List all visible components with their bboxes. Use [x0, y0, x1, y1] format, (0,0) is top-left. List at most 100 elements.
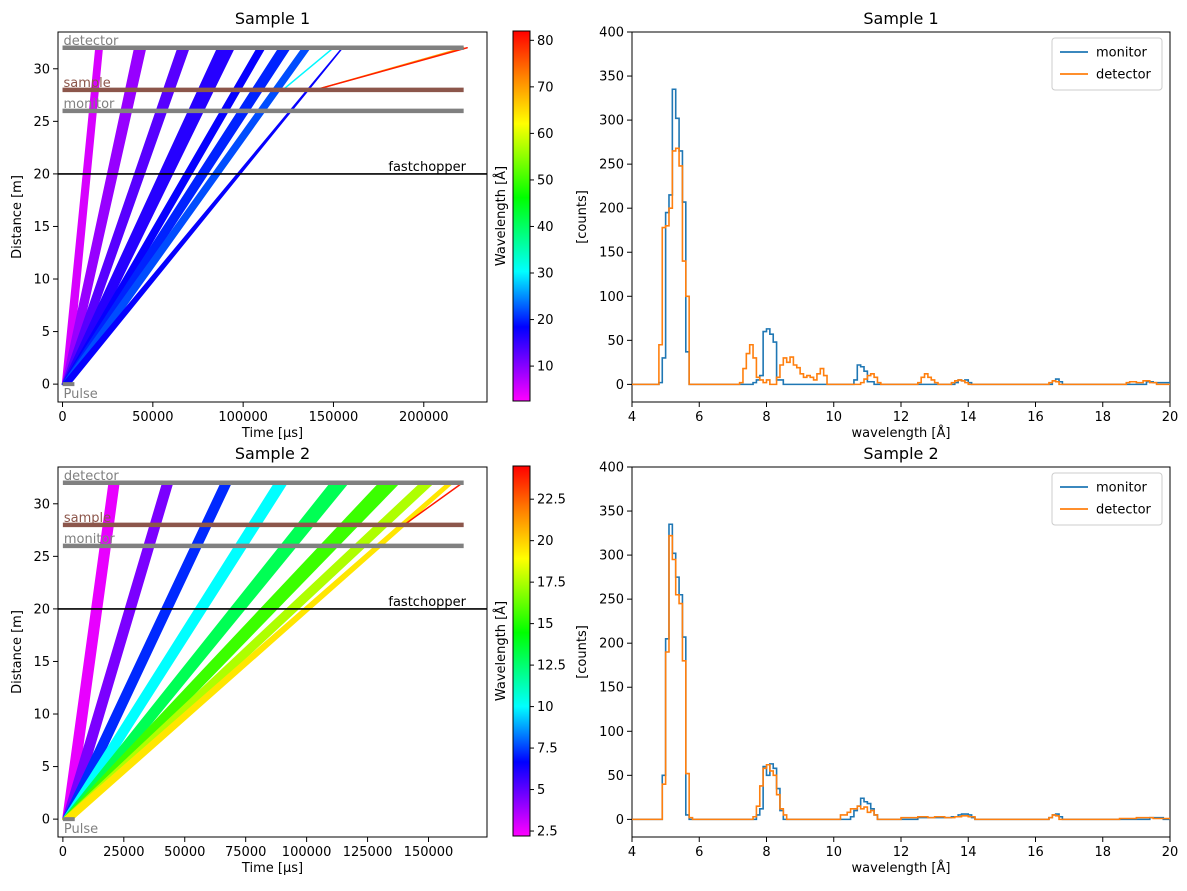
x-tick-label: 0 [58, 410, 66, 425]
y-tick-label: 0 [616, 813, 624, 828]
colorbar-tick-label: 20 [537, 313, 554, 328]
x-tick-label: 4 [628, 410, 636, 425]
x-tick-label: 10 [825, 410, 842, 425]
y-tick-label: 30 [33, 497, 50, 512]
y-axis-label: [counts] [575, 625, 590, 679]
chart-title: Sample 1 [235, 9, 310, 28]
x-tick-label: 6 [695, 845, 703, 860]
plot-area [61, 47, 468, 385]
y-tick-label: 15 [33, 655, 50, 670]
chopper-label: fastchopper [388, 595, 466, 610]
legend-entry: monitor [1096, 481, 1148, 496]
x-tick-label: 12 [893, 410, 910, 425]
y-tick-label: 150 [599, 681, 624, 696]
x-tick-label: 20 [1162, 845, 1179, 860]
y-tick-label: 200 [599, 202, 624, 217]
chart-title: Sample 2 [235, 444, 310, 463]
colorbar-tick-label: 15 [537, 617, 554, 632]
y-tick-label: 30 [33, 62, 50, 77]
legend-entry: detector [1096, 68, 1152, 83]
y-tick-label: 300 [599, 114, 624, 129]
y-tick-label: 100 [599, 290, 624, 305]
y-tick-label: 10 [33, 273, 50, 288]
y-tick-label: 20 [33, 167, 50, 182]
colorbar-tick-label: 80 [537, 34, 554, 49]
colorbar-tick-label: 10 [537, 360, 554, 375]
x-tick-label: 16 [1027, 410, 1044, 425]
legend-box [1051, 472, 1163, 526]
x-axis-label: wavelength [Å] [852, 860, 951, 876]
ray [403, 482, 464, 526]
x-tick-label: 4 [628, 845, 636, 860]
x-tick-label: 100000 [282, 845, 332, 860]
colorbar-tick-label: 17.5 [537, 576, 566, 591]
x-tick-label: 12 [893, 845, 910, 860]
colorbar-tick-label: 40 [537, 220, 554, 235]
x-tick-label: 0 [59, 845, 67, 860]
axes-frame [57, 466, 488, 838]
legend-entry: monitor [1096, 46, 1148, 61]
x-tick-label: 14 [960, 845, 977, 860]
x-tick-label: 8 [762, 845, 770, 860]
colorbar-tick-label: 22.5 [537, 493, 566, 508]
y-tick-label: 20 [33, 602, 50, 617]
y-tick-label: 50 [607, 334, 624, 349]
x-tick-label: 18 [1094, 410, 1111, 425]
legend: monitor detector [1051, 472, 1163, 526]
series-line [632, 523, 1170, 821]
chart-title: Sample 2 [863, 444, 938, 463]
y-axis-label: [counts] [575, 190, 590, 244]
series-line [632, 534, 1170, 821]
y-tick-label: 350 [599, 70, 624, 85]
colorbar-tick-label: 30 [537, 267, 554, 282]
x-tick-label: 20 [1162, 410, 1179, 425]
colorbar-label: Wavelength [Å] [493, 601, 509, 701]
colorbar-tick-label: 50 [537, 173, 554, 188]
y-tick-label: 5 [42, 325, 50, 340]
series-line [632, 88, 1170, 386]
y-tick-label: 100 [599, 725, 624, 740]
y-axis-label: Distance [m] [10, 610, 25, 694]
chart-title: Sample 1 [863, 9, 938, 28]
y-tick-label: 0 [616, 378, 624, 393]
x-tick-label: 10 [825, 845, 842, 860]
ray [314, 47, 468, 91]
histogram-panel: 4 6 8 10 12 14 16 18 20050100150200250300350400w… [575, 444, 1178, 876]
pulse-label: Pulse [64, 387, 98, 402]
y-tick-label: 400 [599, 461, 624, 476]
y-tick-label: 250 [599, 158, 624, 173]
y-tick-label: 250 [599, 593, 624, 608]
legend: monitor detector [1051, 37, 1163, 91]
x-axis-label: Time [µs] [241, 861, 303, 876]
x-tick-label: 6 [695, 410, 703, 425]
colorbar-gradient [512, 465, 531, 837]
colorbar-tick-label: 12.5 [537, 659, 566, 674]
colorbar-tick-label: 5 [537, 783, 545, 798]
y-tick-label: 25 [33, 550, 50, 565]
x-axis-label: wavelength [Å] [852, 425, 951, 441]
tof-panel: 0 50000 100000 150000 200000 0 5 10 15 20 25 30 Time… [10, 9, 488, 441]
y-tick-label: 0 [42, 378, 50, 393]
plot-area [632, 523, 1170, 821]
component-label: detector [64, 469, 120, 484]
chopper-label: fastchopper [388, 160, 466, 175]
colorbar-tick-label: 60 [537, 127, 554, 142]
y-tick-label: 300 [599, 549, 624, 564]
colorbar-tick-label: 70 [537, 80, 554, 95]
pulse-label: Pulse [64, 822, 98, 837]
legend-entry: detector [1096, 503, 1152, 518]
colorbar-tick-label: 20 [537, 534, 554, 549]
y-tick-label: 0 [42, 813, 50, 828]
x-tick-label: 125000 [343, 845, 393, 860]
y-tick-label: 25 [33, 115, 50, 130]
colorbar-label: Wavelength [Å] [493, 166, 509, 266]
y-tick-label: 5 [42, 760, 50, 775]
x-tick-label: 75000 [225, 845, 266, 860]
y-tick-label: 15 [33, 220, 50, 235]
x-tick-label: 150000 [404, 845, 454, 860]
axes-frame [57, 31, 488, 403]
y-tick-label: 400 [599, 26, 624, 41]
x-tick-label: 200000 [399, 410, 449, 425]
plot-area [632, 88, 1170, 386]
legend-box [1051, 37, 1163, 91]
